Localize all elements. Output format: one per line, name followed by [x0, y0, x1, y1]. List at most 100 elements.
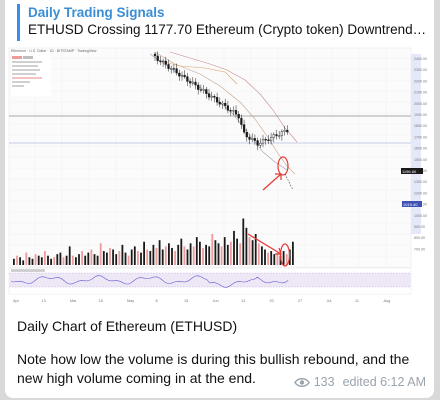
- volume-bar: [47, 255, 49, 265]
- price-tick-label: 1900.00: [414, 113, 427, 117]
- candle: [175, 68, 178, 74]
- volume-bar: [13, 258, 15, 265]
- candle: [248, 136, 251, 140]
- volume-bar: [65, 255, 68, 265]
- rsi-line: [10, 275, 289, 288]
- volume-bar: [34, 254, 37, 265]
- annotation-circle-price: [277, 156, 289, 176]
- candle: [253, 138, 256, 141]
- volume-bar: [62, 257, 65, 265]
- candle: [180, 74, 184, 77]
- volume-bar: [186, 249, 189, 265]
- volume-bar: [254, 234, 257, 265]
- candle: [210, 96, 213, 98]
- candle: [234, 110, 238, 115]
- volume-bar: [16, 255, 18, 265]
- candle: [286, 129, 289, 133]
- volume-bar: [273, 254, 276, 265]
- volume-bar: [233, 230, 235, 265]
- volume-bar: [223, 237, 226, 265]
- volume-bar: [168, 243, 170, 265]
- rsi-pane: [8, 267, 412, 295]
- volume-bar: [99, 243, 102, 265]
- indicator-legend: Ethereum · U.S. Dollar · 1D · BITSTAMP ·…: [11, 49, 97, 96]
- volume-bar: [261, 246, 263, 265]
- candle: [237, 114, 240, 119]
- time-tick-label: 18: [99, 299, 103, 303]
- volume-bar: [270, 251, 273, 265]
- volume-bar: [56, 254, 59, 265]
- volume-bar: [140, 252, 142, 265]
- candle: [186, 76, 189, 82]
- volume-bar: [155, 247, 158, 265]
- volume-bar: [242, 218, 245, 265]
- time-tick-label: Jul: [327, 299, 332, 303]
- price-tick-label: 2200.00: [414, 79, 427, 83]
- volume-bar: [124, 252, 127, 265]
- price-tick-label: 2000.00: [414, 102, 427, 106]
- volume-bar: [217, 243, 220, 265]
- candle: [270, 137, 273, 142]
- candle: [218, 101, 221, 105]
- volume-bar: [53, 257, 56, 265]
- candle: [261, 139, 265, 144]
- candle: [213, 96, 216, 98]
- reply-quote[interactable]: Daily Trading Signals ETHUSD Crossing 11…: [17, 4, 429, 41]
- price-pane: [8, 47, 412, 269]
- volume-bar: [75, 257, 77, 265]
- candle: [215, 97, 219, 103]
- candle: [256, 140, 259, 146]
- ma-line-4: [156, 59, 238, 85]
- candle: [275, 134, 278, 137]
- price-chart: Ethereum · U.S. Dollar · 1D · BITSTAMP ·…: [5, 44, 434, 307]
- candle: [197, 84, 200, 90]
- volume-bar: [202, 247, 204, 265]
- price-tick-label: 1300.00: [414, 180, 427, 184]
- volume-bar: [192, 246, 195, 265]
- marker-price-tag: 1019.40: [402, 201, 422, 207]
- view-count: 133: [313, 375, 335, 389]
- volume-bar: [180, 238, 183, 265]
- reply-text: ETHUSD Crossing 1177.70 Ethereum (Crypto…: [28, 22, 429, 37]
- volume-bar: [81, 251, 83, 265]
- candle: [221, 102, 224, 105]
- volume-bar: [174, 251, 176, 265]
- time-tick-label: 8: [156, 299, 158, 303]
- volume-bar: [161, 249, 164, 265]
- candle: [283, 129, 286, 132]
- candle: [194, 81, 197, 86]
- volume-bar: [267, 252, 269, 265]
- current-price-label: 1196.60: [402, 169, 417, 174]
- volume-bar: [248, 237, 251, 265]
- candle: [188, 81, 192, 84]
- price-tick-label: 1000.00: [414, 214, 427, 218]
- candle: [202, 89, 205, 91]
- candle: [164, 60, 167, 65]
- price-tick-label: 2400.00: [414, 57, 427, 61]
- volume-bar: [96, 255, 99, 265]
- candle: [278, 135, 281, 137]
- volume-bar: [195, 237, 198, 265]
- volume-bar: [25, 252, 28, 265]
- volume-bar: [37, 255, 40, 265]
- volume-bar: [189, 243, 192, 265]
- volume-bar: [133, 246, 136, 265]
- candle: [240, 117, 243, 125]
- volume-bar: [226, 244, 229, 265]
- volume-bar: [251, 240, 254, 265]
- chart-image[interactable]: Ethereum · U.S. Dollar · 1D · BITSTAMP ·…: [5, 44, 434, 307]
- message-bubble: Daily Trading Signals ETHUSD Crossing 11…: [5, 0, 434, 398]
- candle: [205, 89, 208, 94]
- time-tick-label: Jun: [213, 299, 219, 303]
- volume-bar: [285, 254, 288, 265]
- volume-bar: [40, 257, 43, 265]
- volume-bar: [205, 244, 207, 265]
- volume-bar: [31, 258, 34, 265]
- price-tick-label: 1600.00: [414, 147, 427, 151]
- price-axis-highlight: [411, 54, 421, 234]
- edited-time: edited 6:12 AM: [342, 375, 426, 389]
- eye-icon: [293, 377, 310, 387]
- candle: [229, 110, 232, 112]
- volume-bar: [199, 241, 201, 265]
- candle: [242, 124, 246, 133]
